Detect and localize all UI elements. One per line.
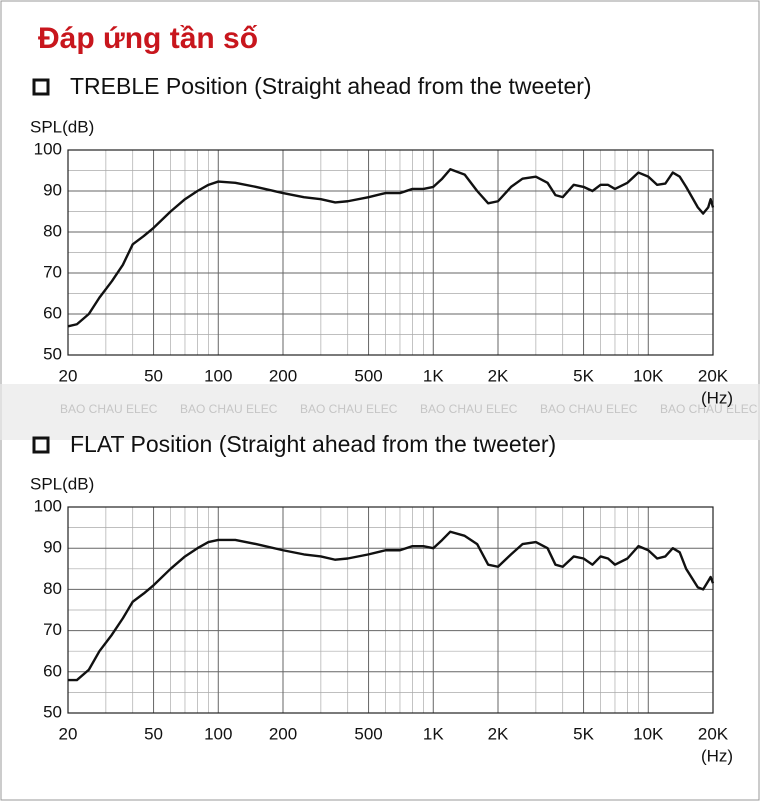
watermark: BAO CHAU ELEC [540, 402, 638, 416]
heading-icon [32, 436, 50, 454]
heading-icon [32, 78, 50, 96]
chart-title: FLAT Position (Straight ahead from the t… [70, 431, 556, 457]
response-curve [67, 168, 715, 328]
x-tick-label: 50 [144, 724, 163, 743]
x-tick-label: 2K [488, 724, 509, 743]
y-tick-label: 50 [43, 344, 62, 363]
x-tick-label: 1K [423, 724, 444, 743]
y-tick-label: 60 [43, 303, 62, 322]
x-tick-label: 5K [573, 724, 594, 743]
y-tick-label: 50 [43, 702, 62, 721]
x-tick-label: 20 [59, 724, 78, 743]
watermark: BAO CHAU ELEC [60, 402, 158, 416]
x-tick-label: 500 [354, 366, 382, 385]
x-tick-label: 20K [698, 366, 729, 385]
watermark: BAO CHAU ELEC [660, 402, 758, 416]
x-tick-label: 5K [573, 366, 594, 385]
y-tick-label: 70 [43, 620, 62, 639]
plot-frame [67, 149, 714, 356]
x-tick-label: 10K [633, 724, 664, 743]
y-tick-label: 60 [43, 661, 62, 680]
x-tick-label: 20K [698, 724, 729, 743]
watermark-band [0, 384, 760, 440]
x-tick-label: 500 [354, 724, 382, 743]
plot-frame [67, 506, 714, 714]
watermark: BAO CHAU ELEC [300, 402, 398, 416]
watermark: BAO CHAU ELEC [420, 402, 518, 416]
page-title: Đáp ứng tần số [38, 22, 258, 55]
y-axis-label: SPL(dB) [30, 474, 94, 493]
x-tick-label: 200 [269, 724, 297, 743]
y-axis-label: SPL(dB) [30, 117, 94, 136]
y-tick-label: 100 [34, 496, 62, 515]
x-tick-label: 10K [633, 366, 664, 385]
x-tick-label: 50 [144, 366, 163, 385]
y-tick-label: 80 [43, 221, 62, 240]
y-tick-label: 100 [34, 139, 62, 158]
x-tick-label: 1K [423, 366, 444, 385]
y-tick-label: 90 [43, 538, 62, 557]
y-tick-label: 70 [43, 262, 62, 281]
x-tick-label: 2K [488, 366, 509, 385]
response-curve [68, 530, 715, 682]
x-tick-label: 100 [204, 366, 232, 385]
x-tick-label: 200 [269, 366, 297, 385]
chart-title: TREBLE Position (Straight ahead from the… [70, 73, 592, 99]
y-tick-label: 90 [43, 180, 62, 199]
x-axis-label: (Hz) [701, 746, 733, 765]
watermark: BAO CHAU ELEC [180, 402, 278, 416]
x-tick-label: 100 [204, 724, 232, 743]
y-tick-label: 80 [43, 579, 62, 598]
x-axis-label: (Hz) [701, 388, 733, 407]
x-tick-label: 20 [59, 366, 78, 385]
